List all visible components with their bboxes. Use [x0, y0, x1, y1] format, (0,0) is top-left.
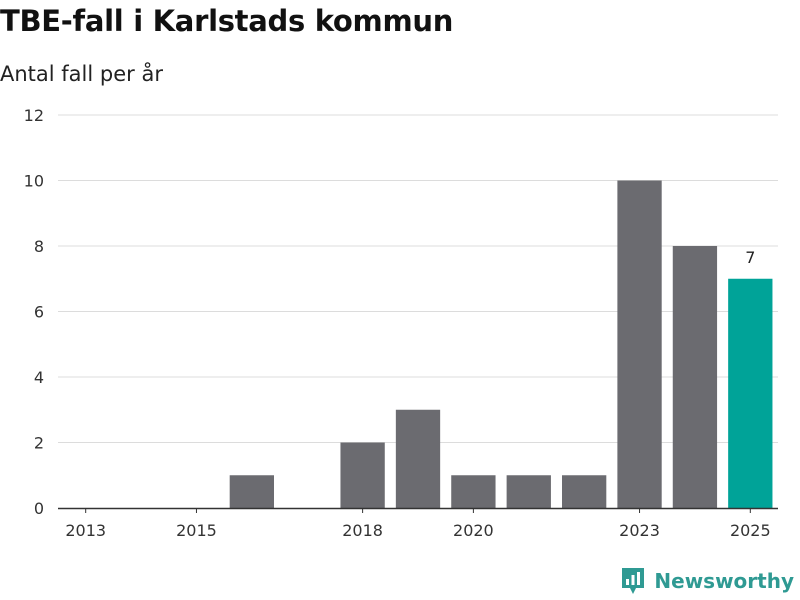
y-tick-label-0: 0	[34, 499, 44, 518]
y-tick-label-12: 12	[24, 106, 44, 125]
bar-2016	[229, 475, 274, 508]
x-tick-label-2015: 2015	[176, 521, 217, 540]
y-tick-label-4: 4	[34, 368, 44, 387]
x-tick-label-2020: 2020	[453, 521, 494, 540]
data-label-2025: 7	[745, 248, 755, 267]
brand-name: Newsworthy	[654, 569, 794, 593]
bar-2025	[728, 278, 773, 508]
bar-2019	[395, 409, 441, 508]
data-labels: 7	[745, 248, 755, 267]
y-tick-label-6: 6	[34, 303, 44, 322]
x-axis	[58, 507, 778, 513]
bar-2020	[451, 475, 496, 508]
newsworthy-logo-icon	[622, 568, 645, 594]
y-tick-label-10: 10	[24, 172, 44, 191]
x-tick-labels: 2013 2015 2018 2020 2023 2025	[65, 521, 770, 540]
bars	[229, 180, 773, 508]
y-tick-labels: 0 2 4 6 8 10 12	[24, 106, 44, 518]
chart-subtitle: Antal fall per år	[0, 62, 163, 86]
bar-2022	[562, 475, 607, 508]
y-tick-label-8: 8	[34, 237, 44, 256]
bar-2024	[672, 246, 718, 508]
y-tick-label-2: 2	[34, 434, 44, 453]
chart-title: TBE-fall i Karlstads kommun	[0, 4, 454, 38]
bar-2018	[340, 442, 385, 508]
x-tick-label-2025: 2025	[730, 521, 771, 540]
bar-2021	[506, 475, 551, 508]
x-tick-label-2023: 2023	[619, 521, 660, 540]
x-tick-label-2013: 2013	[65, 521, 106, 540]
bar-2023	[617, 180, 662, 508]
x-tick-label-2018: 2018	[342, 521, 383, 540]
gridlines	[58, 114, 778, 443]
newsworthy-brand[interactable]: Newsworthy	[620, 566, 794, 596]
